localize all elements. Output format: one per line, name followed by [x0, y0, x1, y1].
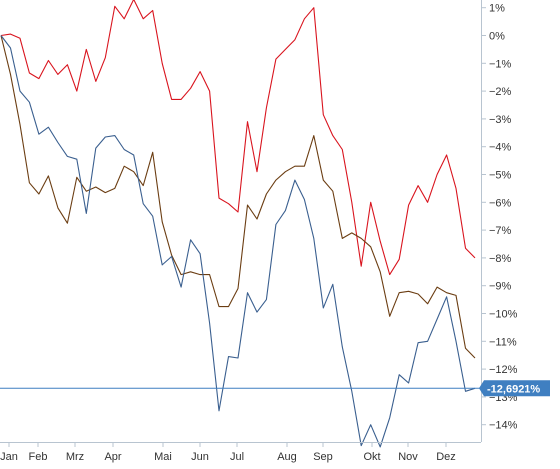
x-tick-label: Mrz: [66, 451, 84, 463]
x-tick-label: Feb: [29, 451, 48, 463]
x-tick-label: Dez: [436, 451, 456, 463]
y-tick-label: −5%: [489, 170, 512, 182]
x-tick-label: Okt: [363, 451, 380, 463]
y-tick-label: −11%: [489, 336, 517, 348]
x-tick-label: Jun: [191, 451, 209, 463]
y-tick-label: −3%: [489, 114, 512, 126]
current-value-label: -12,6921%: [487, 383, 540, 395]
current-value-marker: -12,6921%: [479, 380, 550, 397]
x-tick-label: Mai: [154, 451, 172, 463]
y-tick-label: −7%: [489, 225, 512, 237]
y-tick-label: 1%: [489, 3, 505, 15]
y-tick-label: −8%: [489, 253, 512, 265]
y-tick-label: −1%: [489, 58, 512, 70]
series-line-brown: [0, 35, 476, 359]
x-axis: Jan Feb Mrz Apr Mai Jun Jul Aug Sep Okt Nov Dez: [0, 442, 456, 463]
x-tick-label: Jul: [230, 451, 244, 463]
y-tick-label: −4%: [489, 142, 512, 154]
x-tick-label: Jan: [0, 451, 18, 463]
x-tick-label: Nov: [398, 451, 418, 463]
y-tick-label: −10%: [489, 309, 518, 321]
x-tick-label: Apr: [104, 451, 121, 463]
series-line-blue: [0, 35, 476, 448]
y-tick-label: −2%: [489, 86, 512, 98]
y-tick-label: −6%: [489, 197, 512, 209]
series-layer: [0, 0, 476, 448]
current-value-badge: [479, 380, 550, 397]
y-tick-label: 0%: [489, 31, 505, 43]
x-tick-label: Sep: [313, 451, 333, 463]
y-tick-label: −9%: [489, 281, 512, 293]
series-line-red: [0, 0, 476, 276]
y-tick-label: −14%: [489, 420, 518, 432]
y-tick-label: −12%: [489, 364, 518, 376]
x-tick-label: Aug: [277, 451, 297, 463]
